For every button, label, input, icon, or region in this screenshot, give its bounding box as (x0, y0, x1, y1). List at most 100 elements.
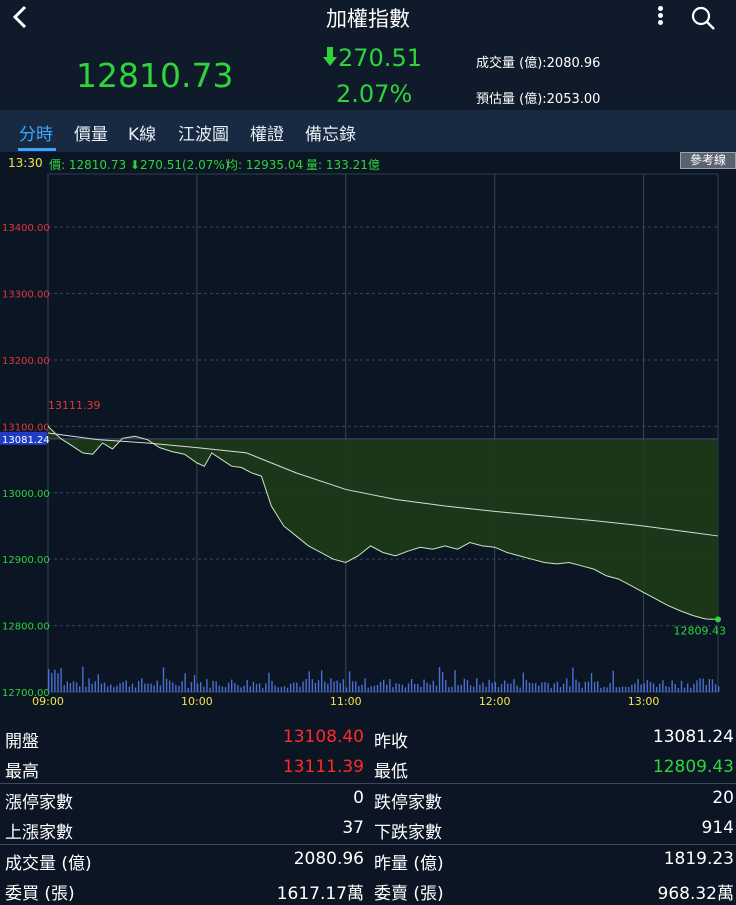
volume-bar (286, 687, 289, 692)
volume-bar (246, 680, 248, 692)
volume-bar (128, 686, 131, 692)
search-button[interactable] (690, 5, 716, 35)
volume-bar (668, 686, 670, 692)
intraday-chart: 09:00 10:00 11:00 12:00 13:00 13400.00 13300.0… (0, 173, 727, 708)
stats-row: 上漲家數 37 下跌家數 914 (0, 814, 736, 844)
tab-jiangbo-chart[interactable]: 江波圖 (178, 125, 229, 145)
stat-label: 委買 (張) (5, 884, 75, 904)
stat-value: 914 (701, 818, 734, 838)
volume-bar (522, 672, 524, 692)
last-point (715, 616, 721, 623)
volume-bar (479, 684, 481, 692)
last-label: 12809.43 (674, 624, 727, 637)
volume-bar (172, 682, 174, 692)
volume-bar (168, 680, 171, 692)
stats-row: 漲停家數 0 跌停家數 20 (0, 784, 736, 814)
volume-bar (572, 667, 574, 692)
stats-row: 開盤 13108.40 昨收 13081.24 (0, 723, 736, 753)
tab-intraday[interactable]: 分時 (19, 125, 53, 145)
stats-divider (0, 844, 736, 845)
volume-bar (231, 679, 233, 692)
y-tick-label: 12700.00 (2, 688, 50, 699)
volume-bar (97, 674, 100, 692)
volume-bar (383, 679, 385, 692)
volume-bar (683, 687, 686, 692)
tab-kline[interactable]: K線 (128, 125, 157, 145)
volume-bar (541, 682, 543, 692)
volume-bar (320, 670, 323, 692)
stat-value: 13108.40 (282, 727, 364, 747)
volume-bar (91, 683, 93, 692)
volume-bar (212, 680, 214, 692)
volume-bar (718, 686, 720, 692)
stat-value: 20 (712, 788, 734, 808)
volume-bar (445, 679, 447, 692)
volume-bar (628, 686, 630, 692)
stat-value: 37 (342, 818, 364, 838)
stat-value: 968.32萬 (657, 884, 734, 904)
top-bar: 加權指數 (0, 0, 736, 34)
volume-bar (187, 687, 189, 692)
price-change: 270.51 (322, 44, 422, 72)
volume-bar (361, 684, 363, 692)
volume-bar (54, 669, 56, 692)
volume-bar (376, 684, 379, 692)
more-button[interactable] (650, 4, 670, 30)
volume-bar (79, 686, 81, 692)
volume-bar (274, 685, 276, 692)
volume-bar (553, 683, 556, 692)
active-tab-indicator (18, 148, 56, 151)
volume-bar (634, 683, 636, 692)
y-tick-label: 13400.00 (2, 223, 50, 234)
volume-bar (308, 671, 310, 692)
volume-bar (271, 680, 273, 692)
volume-bar (159, 685, 162, 692)
tab-memo[interactable]: 備忘錄 (305, 125, 356, 145)
volume-bar (618, 687, 621, 692)
volume-bar (414, 683, 416, 692)
volume-bar (389, 679, 391, 692)
volume-bar (280, 687, 283, 692)
volume-bar (426, 682, 428, 692)
volume-bar (100, 683, 103, 692)
volume-bar (293, 682, 295, 692)
volume-bar (621, 686, 624, 692)
volume-bar (441, 672, 444, 692)
volume-bar (637, 679, 639, 692)
volume-bar (423, 679, 425, 692)
volume-bar (367, 687, 369, 692)
tab-warrants[interactable]: 權證 (250, 125, 284, 145)
volume-bar (165, 678, 168, 692)
volume-bar (190, 682, 193, 692)
volume-bar (516, 685, 518, 692)
volume-bar (497, 687, 500, 692)
volume-bar (311, 679, 314, 692)
reference-line-button[interactable]: 參考線 (680, 152, 736, 169)
stat-label: 上漲家數 (5, 823, 73, 843)
volume-bar (466, 680, 469, 692)
volume-bar (693, 683, 695, 692)
volume-bar (199, 682, 202, 692)
volume-bar (401, 684, 404, 692)
volume-bar (649, 681, 652, 692)
volume-bar (193, 675, 196, 692)
more-vertical-icon (657, 6, 663, 11)
back-button[interactable] (10, 4, 32, 37)
estimated-volume-label: 預估量 (億):2053.00 (476, 92, 601, 107)
stat-label: 成交量 (億) (5, 854, 92, 874)
volume-label: 成交量 (億):2080.96 (476, 56, 601, 71)
stat-label: 最高 (5, 762, 39, 782)
volume-bar (224, 687, 227, 692)
volume-bar (113, 687, 115, 692)
volume-bar (451, 686, 453, 692)
volume-bar (243, 685, 245, 692)
volume-bar (289, 683, 292, 692)
volume-bar (702, 678, 704, 692)
volume-bar (714, 684, 717, 692)
stat-value: 13081.24 (652, 727, 734, 747)
reference-label-box (0, 431, 47, 445)
volume-bar (469, 685, 472, 692)
volume-bar (299, 686, 301, 692)
tab-price-volume[interactable]: 價量 (74, 125, 108, 145)
volume-bar (659, 683, 661, 692)
